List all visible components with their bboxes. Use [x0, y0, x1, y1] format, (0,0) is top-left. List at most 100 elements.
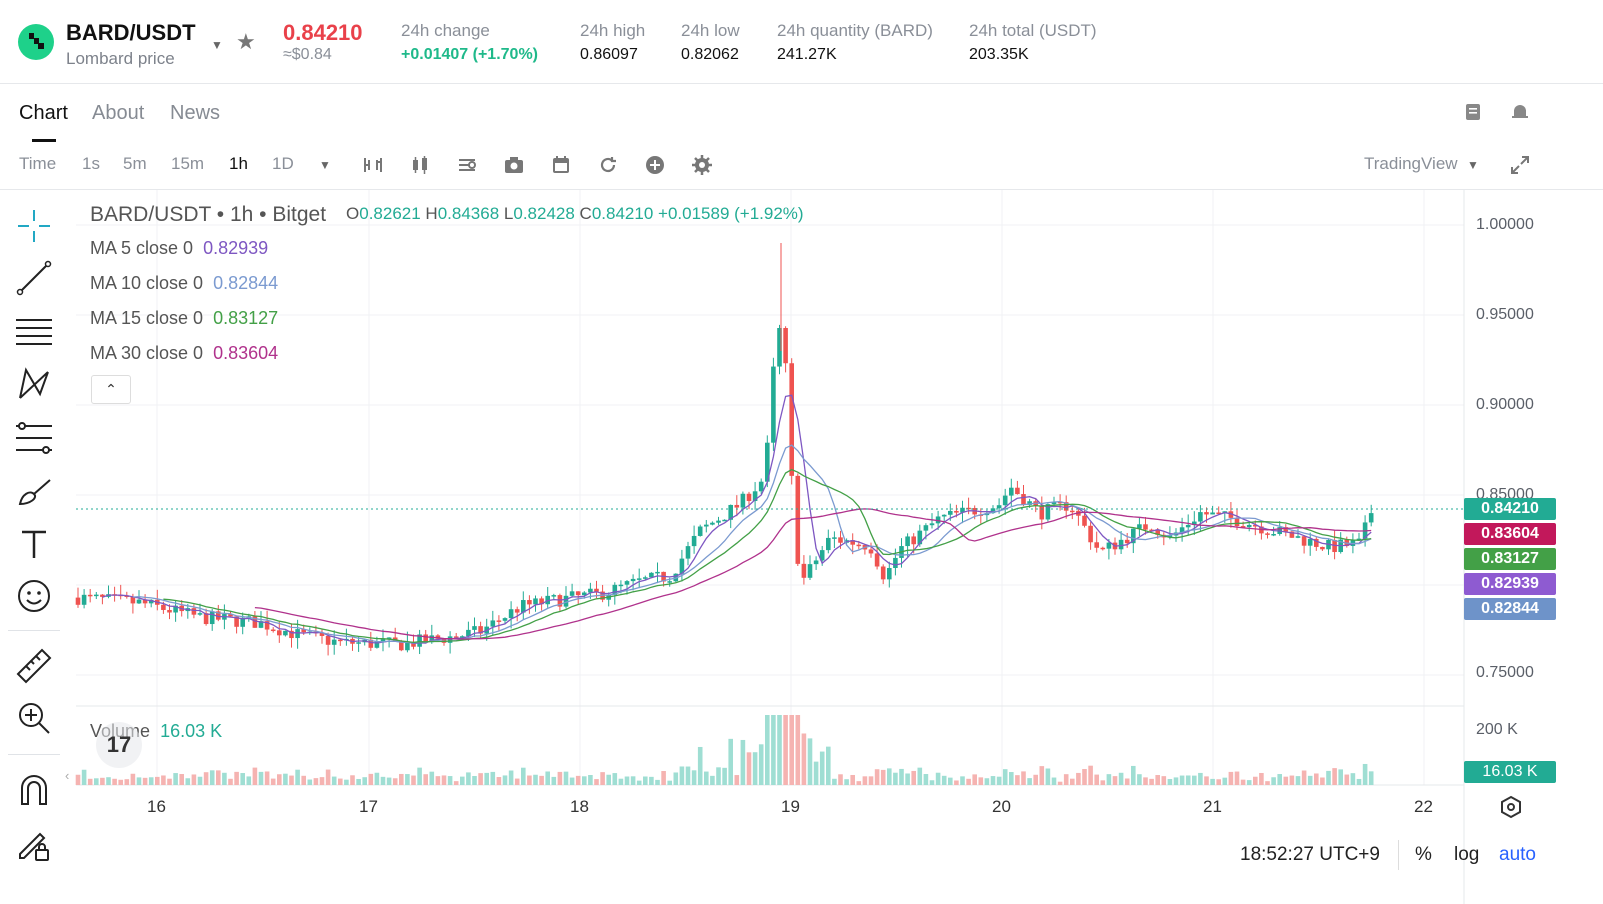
percent-scale-button[interactable]: %: [1415, 844, 1432, 865]
volume-bar: [307, 779, 313, 785]
candle: [331, 630, 337, 655]
add-circle-icon[interactable]: [644, 154, 666, 176]
candle: [1015, 480, 1020, 495]
lock-drawing-icon[interactable]: [14, 824, 54, 864]
interval-1s[interactable]: 1s: [82, 154, 100, 173]
fullscreen-icon[interactable]: [1509, 154, 1531, 176]
ruler-icon[interactable]: [14, 646, 54, 686]
volume-bar: [844, 779, 849, 785]
calendar-icon[interactable]: [550, 154, 572, 176]
volume-bar: [697, 746, 703, 785]
interval-time[interactable]: Time: [19, 154, 57, 173]
tab-chart[interactable]: Chart: [19, 102, 68, 124]
volume-bar: [374, 772, 380, 785]
orderbook-icon[interactable]: [1463, 102, 1483, 122]
volume-bar: [990, 776, 996, 785]
volume-bar: [978, 777, 984, 785]
volume-bar: [264, 771, 270, 785]
candles-chart-type-icon[interactable]: [409, 154, 431, 176]
volume-bar: [344, 779, 349, 785]
emoji-icon[interactable]: [14, 576, 54, 616]
collapse-legend-button[interactable]: ⌃: [91, 375, 131, 404]
indicators-icon[interactable]: [456, 154, 478, 176]
volume-bar: [618, 778, 624, 785]
tradingview-selector[interactable]: TradingView: [1364, 154, 1458, 173]
volume-bar: [795, 715, 801, 785]
volume-bar: [380, 776, 386, 785]
volume-bar: [1076, 772, 1081, 785]
text-tool-icon[interactable]: [14, 524, 54, 564]
scroll-left-icon[interactable]: ‹: [65, 768, 70, 783]
magnet-icon[interactable]: [14, 770, 54, 810]
auto-scale-button[interactable]: auto: [1499, 844, 1536, 865]
volume-bar: [789, 715, 794, 785]
volume-bar: [673, 772, 679, 785]
candle: [75, 587, 81, 608]
volume-bar: [313, 778, 319, 785]
brush-icon[interactable]: [14, 472, 54, 512]
volume-bar: [94, 778, 99, 785]
volume-bar: [1204, 776, 1209, 785]
settings-gear-icon[interactable]: [691, 154, 713, 176]
volume-bar: [551, 776, 557, 785]
interval-5m[interactable]: 5m: [123, 154, 147, 173]
candle: [551, 593, 557, 600]
interval-1h[interactable]: 1h: [229, 154, 248, 173]
fib-retracement-icon[interactable]: [14, 418, 54, 458]
candle: [1118, 531, 1124, 555]
log-scale-button[interactable]: log: [1454, 844, 1480, 865]
ma15-legend[interactable]: MA 15 close 0 0.83127: [90, 308, 278, 329]
candle: [1253, 520, 1258, 536]
candle: [521, 591, 526, 620]
volume-bar: [594, 779, 599, 785]
volume-bar: [911, 770, 916, 785]
candle: [624, 579, 630, 595]
favorite-star-icon[interactable]: ★: [236, 29, 256, 54]
volume-bar: [362, 777, 367, 785]
stat-24h-change-value: +0.01407 (+1.70%): [401, 46, 538, 63]
chart-settings-icon[interactable]: [1499, 795, 1523, 819]
volume-bar: [1179, 775, 1185, 785]
replay-icon[interactable]: [597, 154, 619, 176]
volume-bar: [319, 777, 325, 785]
camera-icon[interactable]: [503, 154, 525, 176]
volume-bar: [1051, 777, 1057, 785]
volume-bar: [106, 777, 111, 785]
trend-line-icon[interactable]: [14, 258, 54, 298]
ma5-legend[interactable]: MA 5 close 0 0.82939: [90, 238, 268, 259]
volume-bar: [722, 767, 727, 785]
candle: [1338, 532, 1343, 554]
volume-bar: [447, 776, 453, 785]
volume-bar: [484, 772, 489, 785]
bar-chart-type-icon[interactable]: [362, 154, 384, 176]
volume-bar: [173, 773, 178, 785]
ma30-legend[interactable]: MA 30 close 0 0.83604: [90, 343, 278, 364]
zoom-in-icon[interactable]: [14, 698, 54, 738]
ma15-value: 0.83127: [213, 308, 279, 328]
ma10-legend[interactable]: MA 10 close 0 0.82844: [90, 273, 278, 294]
pattern-icon[interactable]: [14, 364, 54, 404]
interval-15m[interactable]: 15m: [171, 154, 205, 173]
candle: [380, 629, 386, 652]
interval-dropdown-icon[interactable]: ▼: [319, 158, 331, 172]
price-chart[interactable]: [0, 190, 1603, 904]
horizontal-lines-icon[interactable]: [14, 312, 54, 352]
stat-24h-change-label: 24h change: [401, 21, 490, 40]
interval-1d[interactable]: 1D: [272, 154, 294, 173]
chevron-down-icon[interactable]: ▼: [211, 38, 223, 52]
alert-bell-icon[interactable]: [1510, 102, 1530, 122]
volume-bar: [758, 744, 764, 785]
volume-bar: [1289, 775, 1295, 785]
tradingview-logo-icon[interactable]: 17: [96, 722, 142, 768]
volume-bar: [1307, 775, 1313, 785]
volume-bar: [289, 775, 294, 785]
tab-about[interactable]: About: [92, 102, 145, 124]
provider-dropdown-icon[interactable]: ▼: [1467, 158, 1479, 172]
candle: [155, 589, 160, 611]
clock-timezone[interactable]: 18:52:27 UTC+9: [1240, 844, 1380, 865]
pair-symbol[interactable]: BARD/USDT: [66, 20, 196, 45]
tab-news[interactable]: News: [170, 102, 221, 124]
candle: [1161, 532, 1167, 546]
crosshair-icon[interactable]: [14, 206, 54, 246]
candle: [795, 473, 801, 566]
